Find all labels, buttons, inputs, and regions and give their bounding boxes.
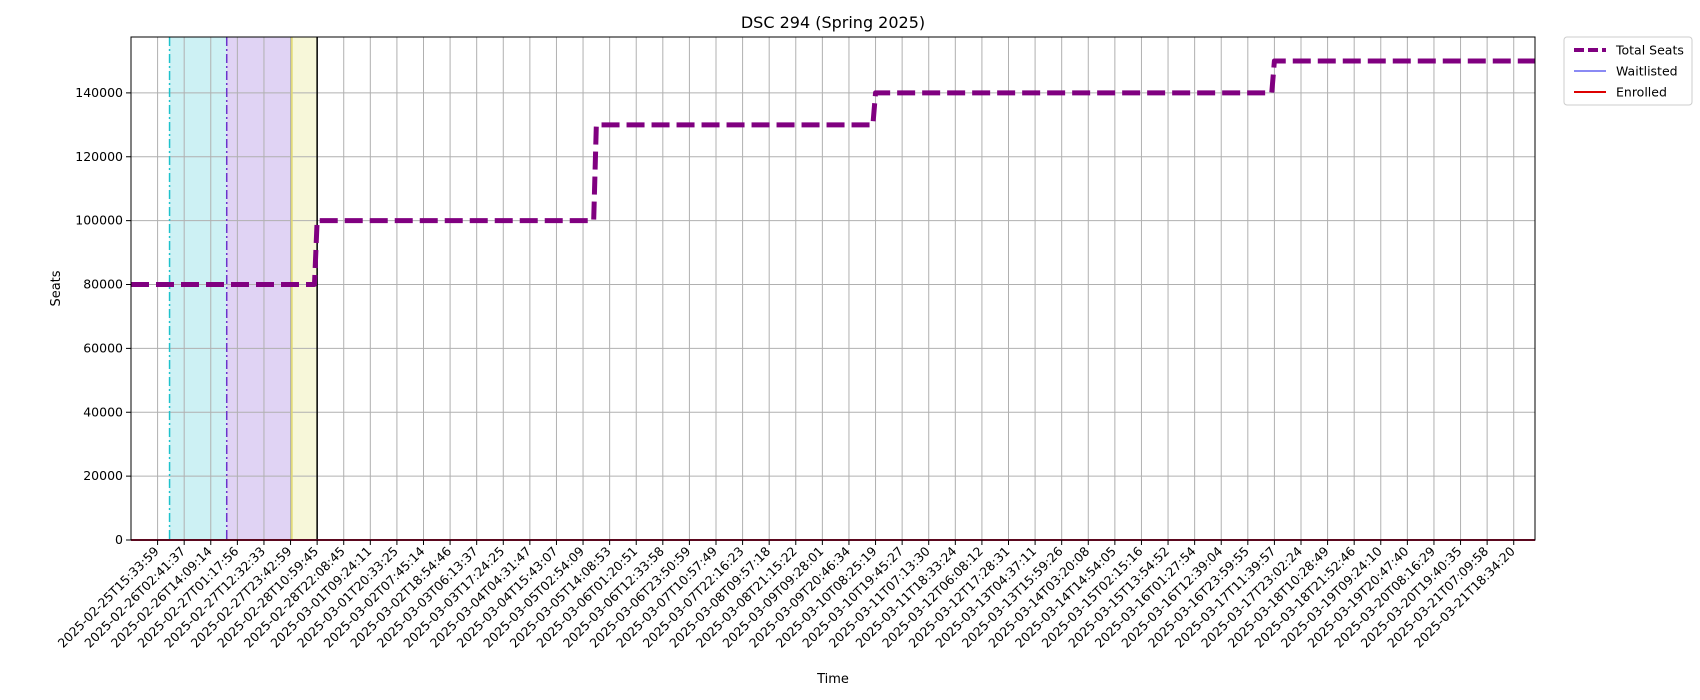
chart-title: DSC 294 (Spring 2025)	[741, 13, 925, 32]
legend-label: Total Seats	[1615, 43, 1684, 58]
plot-frame	[130, 36, 1536, 541]
legend: Total Seats Waitlisted Enrolled	[1563, 36, 1693, 106]
y-tick-label: 0	[115, 532, 123, 547]
y-tick-label: 40000	[83, 404, 123, 419]
grid	[131, 37, 1535, 541]
y-axis-label: Seats	[49, 270, 64, 306]
vertical-markers	[168, 37, 318, 540]
legend-box	[1563, 36, 1693, 106]
y-tick-label: 60000	[83, 340, 123, 355]
y-tick-label: 80000	[83, 277, 123, 292]
x-axis: 2025-02-25T15:33:592025-02-26T02:41:3720…	[55, 540, 1518, 651]
y-tick-label: 100000	[75, 213, 123, 228]
legend-label: Enrolled	[1616, 85, 1667, 100]
series-line-total-seats	[131, 58, 1535, 288]
shaded-region-1	[226, 37, 292, 540]
shaded-region-2	[291, 37, 318, 540]
x-axis-label: Time	[816, 672, 849, 687]
y-tick-label: 20000	[83, 468, 123, 483]
y-tick-label: 140000	[75, 85, 123, 100]
y-axis: 0 20000 40000 60000 80000 100000 120000 140000	[75, 85, 131, 547]
y-tick-label: 120000	[75, 149, 123, 164]
shaded-regions	[169, 37, 318, 540]
shaded-region-0	[169, 37, 227, 540]
legend-label: Waitlisted	[1616, 64, 1678, 79]
series	[131, 58, 1535, 541]
